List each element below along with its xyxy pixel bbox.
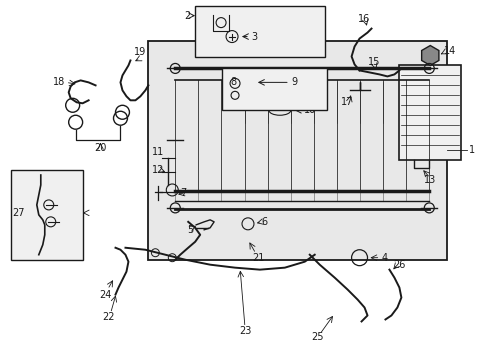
Text: 18: 18 [53,77,65,87]
Text: 15: 15 [367,58,380,67]
Text: 22: 22 [102,312,115,323]
Text: 25: 25 [311,332,324,342]
Text: 20: 20 [94,143,106,153]
Bar [11,170,82,260]
Bar [148,41,447,260]
Text: 9: 9 [291,77,297,87]
Text: 24: 24 [99,289,111,300]
Text: 2: 2 [183,11,190,21]
Bar [399,66,460,160]
Text: 14: 14 [443,45,455,55]
Text: 19: 19 [134,48,146,58]
Text: 10: 10 [303,105,315,115]
Text: 27: 27 [13,208,25,218]
Text: 7: 7 [180,188,186,198]
Text: 6: 6 [261,217,267,227]
Text: 23: 23 [238,327,251,336]
Text: 13: 13 [423,175,435,185]
Text: 8: 8 [229,77,236,87]
Text: 1: 1 [468,145,474,155]
Bar [195,6,324,58]
Text: 4: 4 [381,253,386,263]
Text: 16: 16 [358,14,370,24]
Text: 3: 3 [250,32,257,41]
Bar [222,68,326,110]
Text: 26: 26 [392,260,405,270]
Text: 17: 17 [341,97,353,107]
Text: 12: 12 [152,165,164,175]
Text: 11: 11 [152,147,164,157]
Text: 21: 21 [251,253,264,263]
Text: 5: 5 [187,225,193,235]
